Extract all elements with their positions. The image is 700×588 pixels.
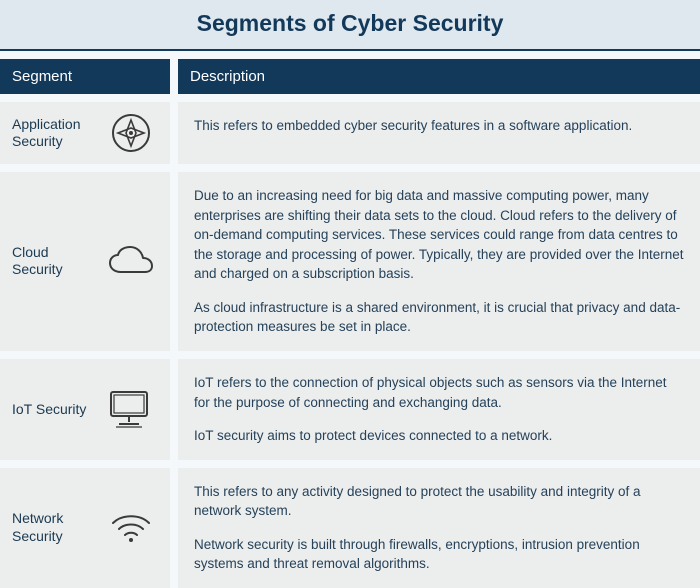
page-title: Segments of Cyber Security <box>0 10 700 37</box>
description-paragraph: Network security is built through firewa… <box>194 535 684 574</box>
segment-cell: IoT Security <box>0 359 170 460</box>
description-paragraph: As cloud infrastructure is a shared envi… <box>194 298 684 337</box>
segment-label: Application Security <box>12 116 90 151</box>
segment-cell: Application Security <box>0 102 170 164</box>
table-row: Network Security This refers to any acti… <box>0 468 700 588</box>
table-row: IoT Security IoT refers to the connectio… <box>0 359 700 460</box>
compass-shield-icon <box>100 112 162 154</box>
page-container: Segments of Cyber Security Segment Descr… <box>0 0 700 588</box>
description-paragraph: This refers to any activity designed to … <box>194 482 684 521</box>
description-cell: This refers to any activity designed to … <box>178 468 700 588</box>
description-cell: Due to an increasing need for big data a… <box>178 172 700 351</box>
description-paragraph: This refers to embedded cyber security f… <box>194 116 684 136</box>
table-row: Cloud Security Due to an increasing need… <box>0 172 700 351</box>
description-paragraph: IoT refers to the connection of physical… <box>194 373 684 412</box>
description-paragraph: Due to an increasing need for big data a… <box>194 186 684 284</box>
segment-cell: Cloud Security <box>0 172 170 351</box>
table-row: Application Security This refers to embe… <box>0 102 700 164</box>
segment-label: Network Security <box>12 510 90 545</box>
column-header-segment: Segment <box>0 59 170 94</box>
description-cell: IoT refers to the connection of physical… <box>178 359 700 460</box>
segment-cell: Network Security <box>0 468 170 588</box>
cloud-icon <box>100 244 162 278</box>
description-cell: This refers to embedded cyber security f… <box>178 102 700 164</box>
table-header-row: Segment Description <box>0 59 700 94</box>
segment-label: Cloud Security <box>12 244 90 279</box>
wifi-icon <box>100 511 162 545</box>
monitor-icon <box>96 388 162 430</box>
description-paragraph: IoT security aims to protect devices con… <box>194 426 684 446</box>
column-header-description: Description <box>178 59 700 94</box>
title-bar: Segments of Cyber Security <box>0 0 700 51</box>
segment-label: IoT Security <box>12 401 86 419</box>
